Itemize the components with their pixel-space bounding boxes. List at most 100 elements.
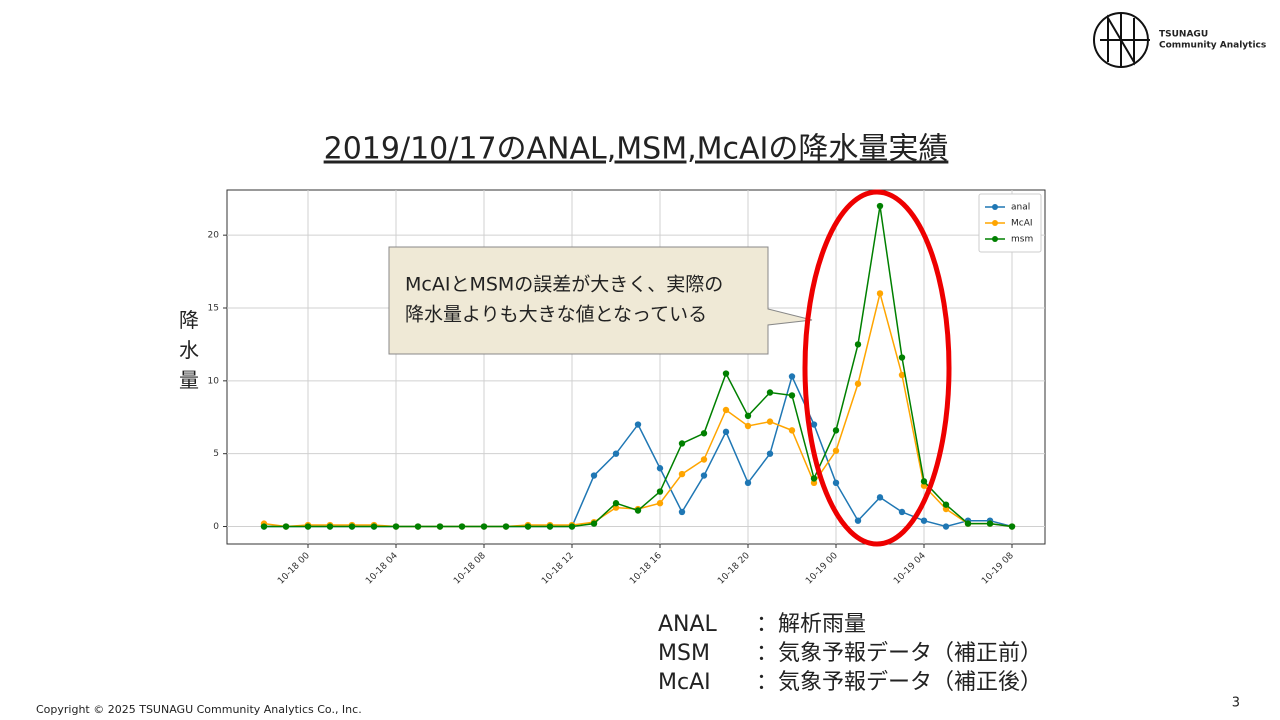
- data-point: [590, 520, 598, 527]
- data-point: [458, 523, 466, 530]
- data-point: [832, 479, 840, 487]
- data-point: [612, 500, 620, 507]
- page-number: 3: [1232, 696, 1240, 711]
- logo-text: TSUNAGU: [1159, 30, 1208, 40]
- data-point: [678, 508, 686, 516]
- plot-area: [226, 189, 1046, 545]
- data-point: [744, 412, 752, 420]
- data-point: [898, 371, 906, 379]
- data-point: [788, 373, 796, 380]
- data-point: [678, 470, 686, 478]
- y-tick-label: 0: [213, 522, 219, 532]
- x-tick-label: 10-19 08: [980, 551, 1016, 587]
- logo: TSUNAGU Community Analytics: [1093, 12, 1266, 68]
- annotation: McAIとMSMの誤差が大きく、実際の: [405, 274, 723, 296]
- annotation: 降水量よりも大きな値となっている: [405, 304, 707, 326]
- data-point: [392, 523, 400, 530]
- data-point: [260, 523, 268, 530]
- data-point: [370, 523, 378, 530]
- data-point: [744, 422, 752, 430]
- x-tick-label: 10-19 04: [892, 551, 928, 587]
- x-tick-label: 10-19 00: [804, 551, 840, 587]
- data-point: [788, 392, 796, 399]
- data-point: [656, 465, 664, 472]
- data-point: [722, 406, 730, 414]
- legend-label: msm: [1011, 235, 1033, 245]
- data-point: [590, 472, 598, 479]
- slide-title: 2019/10/17のANAL,MSM,McAIの降水量実績: [324, 132, 949, 167]
- data-point: [634, 421, 642, 428]
- data-point: [898, 354, 906, 361]
- x-tick-label: 10-18 08: [452, 551, 488, 587]
- data-point: [788, 427, 796, 434]
- note-term: ANAL: [658, 612, 718, 637]
- data-point: [920, 517, 928, 524]
- data-point: [920, 478, 928, 485]
- legend-label: McAI: [1011, 219, 1033, 229]
- data-point: [678, 440, 686, 447]
- data-point: [1008, 523, 1016, 530]
- data-point: [942, 501, 950, 508]
- y-tick-label: 10: [208, 376, 220, 386]
- data-point: [722, 428, 730, 436]
- data-point: [700, 456, 708, 463]
- data-point: [304, 523, 312, 530]
- data-point: [348, 523, 356, 530]
- data-point: [656, 500, 664, 507]
- data-point: [832, 427, 840, 434]
- legend-label: anal: [1011, 203, 1030, 213]
- legend-marker: [992, 236, 998, 242]
- data-point: [766, 450, 774, 457]
- data-point: [524, 523, 532, 530]
- data-point: [964, 520, 972, 527]
- data-point: [700, 430, 708, 437]
- note-desc: ：気象予報データ（補正後）: [756, 670, 1042, 695]
- data-point: [898, 508, 906, 516]
- data-point: [832, 447, 840, 454]
- data-point: [480, 523, 488, 530]
- data-point: [568, 523, 576, 530]
- footer: Copyright © 2025 TSUNAGU Community Analy…: [36, 703, 362, 716]
- note-term: McAI: [658, 670, 711, 695]
- x-tick-label: 10-18 00: [276, 551, 312, 587]
- y-axis-label: 降水量: [179, 308, 199, 392]
- y-tick-label: 15: [208, 304, 219, 314]
- data-point: [810, 421, 818, 428]
- data-point: [502, 523, 510, 530]
- data-point: [986, 520, 994, 527]
- x-tick-label: 10-18 20: [716, 551, 752, 587]
- data-point: [854, 341, 862, 348]
- data-point: [414, 523, 422, 530]
- data-point: [436, 523, 444, 530]
- data-point: [876, 202, 884, 210]
- logo-glyph: [1100, 14, 1150, 66]
- x-tick-label: 10-18 16: [628, 551, 664, 587]
- data-point: [766, 418, 774, 425]
- data-point: [656, 488, 664, 495]
- note-desc: ：気象予報データ（補正前）: [756, 641, 1042, 666]
- data-point: [722, 370, 730, 377]
- x-tick-label: 10-18 04: [364, 551, 400, 587]
- x-tick-label: 10-18 12: [540, 551, 576, 587]
- highlight-ellipse: [802, 189, 952, 547]
- data-point: [810, 475, 818, 482]
- legend-marker: [992, 204, 998, 210]
- callout: [388, 246, 813, 355]
- data-point: [766, 389, 774, 396]
- data-point: [634, 507, 642, 514]
- y-tick-label: 5: [213, 449, 219, 459]
- data-point: [700, 472, 708, 479]
- data-point: [546, 523, 554, 530]
- data-point: [876, 494, 884, 501]
- data-point: [282, 523, 290, 530]
- legend-marker: [992, 220, 998, 226]
- data-point: [612, 450, 620, 457]
- data-point: [854, 517, 862, 524]
- data-point: [942, 523, 950, 530]
- data-point: [876, 290, 884, 297]
- data-point: [326, 523, 334, 530]
- y-tick-label: 20: [208, 231, 220, 241]
- note-term: MSM: [658, 641, 710, 666]
